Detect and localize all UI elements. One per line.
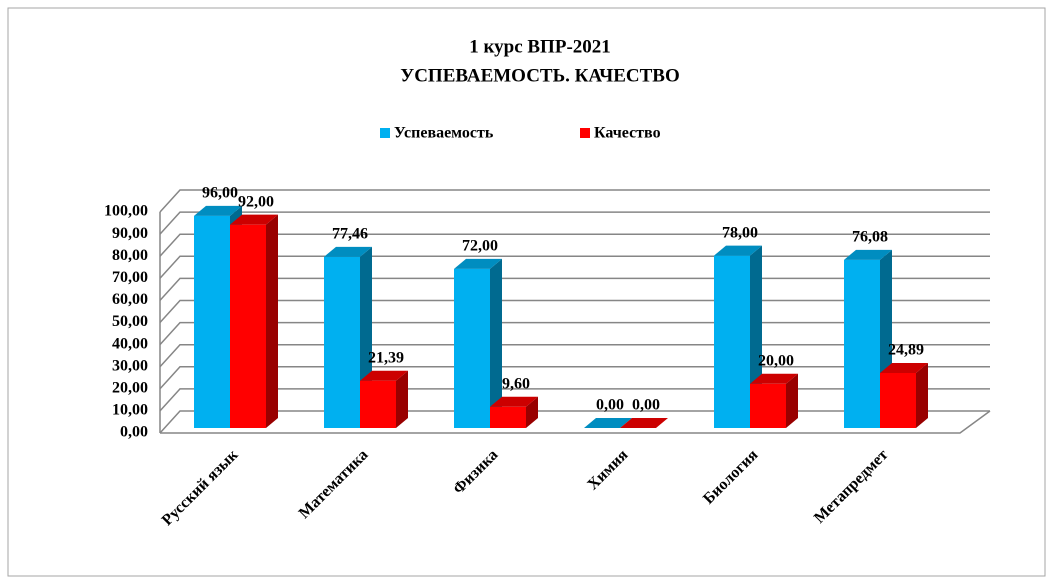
- bar-side: [490, 258, 502, 428]
- bar: [620, 418, 668, 428]
- data-label: 96,00: [202, 185, 238, 202]
- y-tick-label: 80,00: [112, 247, 148, 264]
- y-tick-label: 50,00: [112, 313, 148, 330]
- bar-top: [584, 418, 632, 428]
- bar-front: [454, 268, 490, 428]
- legend-swatch: [580, 128, 590, 138]
- bar: [584, 418, 632, 428]
- grid-line: [159, 233, 990, 257]
- bar: [324, 246, 372, 428]
- bar-top: [714, 245, 762, 256]
- y-tick-label: 40,00: [112, 335, 148, 352]
- y-tick-label: 0,00: [120, 424, 148, 441]
- bar: [750, 373, 798, 428]
- y-tick-label: 20,00: [112, 379, 148, 396]
- data-label: 92,00: [238, 193, 274, 210]
- data-label: 76,08: [852, 229, 888, 246]
- bar-top: [194, 205, 242, 216]
- bar-front: [360, 380, 396, 428]
- bar-front: [230, 224, 266, 428]
- y-tick-label: 90,00: [112, 225, 148, 242]
- bar: [880, 362, 928, 428]
- bar-front: [844, 259, 880, 428]
- bar-side: [916, 362, 928, 428]
- bar-front: [194, 215, 230, 428]
- bar: [454, 258, 502, 428]
- y-tick-label: 60,00: [112, 291, 148, 308]
- bar-top: [844, 249, 892, 260]
- bar-side: [526, 396, 538, 428]
- bar-side: [396, 370, 408, 428]
- data-label: 78,00: [722, 224, 758, 241]
- bar-front: [714, 255, 750, 428]
- bar-top: [880, 362, 928, 373]
- grid-line: [159, 189, 990, 213]
- data-label: 21,39: [368, 349, 404, 366]
- bar: [360, 370, 408, 428]
- bar: [490, 396, 538, 428]
- chart-subtitle: УСПЕВАЕМОСТЬ. КАЧЕСТВО: [400, 65, 679, 86]
- bar-side: [786, 373, 798, 428]
- bar-top: [324, 246, 372, 257]
- y-tick-label: 70,00: [112, 269, 148, 286]
- bar-top: [454, 258, 502, 269]
- bar-front: [324, 256, 360, 428]
- bar-front: [750, 383, 786, 428]
- data-label: 20,00: [758, 352, 794, 369]
- data-label: 72,00: [462, 238, 498, 255]
- data-label: 24,89: [888, 342, 924, 359]
- grid-line: [159, 211, 990, 235]
- data-label: 0,00: [632, 397, 660, 414]
- bar: [714, 245, 762, 428]
- bar: [230, 214, 278, 428]
- y-tick-label: 10,00: [112, 402, 148, 419]
- y-tick-label: 30,00: [112, 357, 148, 374]
- bar-front: [880, 372, 916, 428]
- y-tick-label: 100,00: [104, 203, 148, 220]
- data-label: 9,60: [502, 375, 530, 392]
- bar: [844, 249, 892, 428]
- chart-title: 1 курс ВПР-2021: [469, 36, 611, 57]
- bar-top: [750, 373, 798, 384]
- bar-top: [360, 370, 408, 381]
- floor: [160, 410, 991, 434]
- bar-top: [620, 418, 668, 428]
- legend-label: Качество: [594, 125, 661, 142]
- bar-side: [266, 214, 278, 428]
- legend-label: Успеваемость: [394, 125, 494, 142]
- data-label: 77,46: [332, 225, 368, 242]
- bar-top: [230, 214, 278, 225]
- bar-top: [490, 396, 538, 407]
- legend-swatch: [380, 128, 390, 138]
- data-label: 0,00: [596, 397, 624, 414]
- bar-front: [490, 406, 526, 428]
